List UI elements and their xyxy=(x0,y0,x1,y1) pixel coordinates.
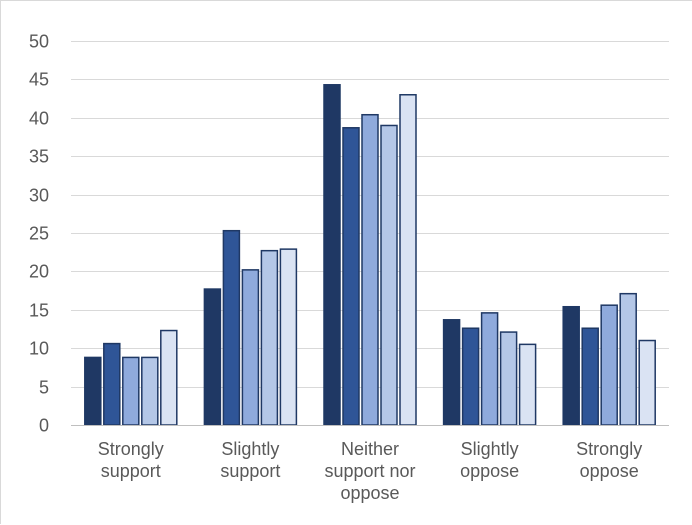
category-label: Slightly oppose xyxy=(460,439,519,481)
y-tick-label: 0 xyxy=(39,416,49,436)
bar-cat1-series1 xyxy=(84,356,102,426)
y-tick-label: 40 xyxy=(29,109,49,129)
category-label-line: Slightly xyxy=(461,439,519,459)
bar-cat2-series2 xyxy=(222,229,241,426)
bar-cat3-series2 xyxy=(342,127,360,426)
category-label-line: oppose xyxy=(340,483,399,503)
bar-cat5-series2 xyxy=(581,327,599,426)
bar-cat5-series5 xyxy=(638,339,656,426)
bar-cat4-series2 xyxy=(461,327,480,426)
category-label-line: Neither xyxy=(341,439,399,459)
category-label: Strongly support xyxy=(98,439,164,481)
bar-cat1-series3 xyxy=(122,356,140,426)
y-tick-label: 35 xyxy=(29,147,49,167)
category-label-line: oppose xyxy=(460,461,519,481)
y-tick-label: 25 xyxy=(29,224,49,244)
category-label-line: support nor xyxy=(324,461,415,481)
y-tick-label: 5 xyxy=(39,378,49,398)
bar-cat5-series3 xyxy=(600,304,618,426)
y-tick-label: 50 xyxy=(29,32,49,52)
y-axis-tick-labels: 0 5 10 15 20 25 30 35 40 45 50 xyxy=(29,32,49,436)
category-label-line: Strongly xyxy=(576,439,642,459)
category-label: Slightly support xyxy=(220,439,280,481)
bar-cat3-series3 xyxy=(361,113,379,426)
bar-cat1-series4 xyxy=(141,356,159,426)
bar-cat4-series4 xyxy=(499,331,518,426)
category-label-line: Strongly xyxy=(98,439,164,459)
bars xyxy=(84,84,656,426)
category-label-line: support xyxy=(101,461,161,481)
category-label: Strongly oppose xyxy=(576,439,642,481)
bar-cat3-series1 xyxy=(323,84,341,426)
category-label-line: support xyxy=(220,461,280,481)
y-tick-label: 30 xyxy=(29,186,49,206)
bar-cat2-series4 xyxy=(260,249,279,426)
bar-cat5-series4 xyxy=(619,292,637,426)
category-label-line: Slightly xyxy=(221,439,279,459)
y-tick-label: 10 xyxy=(29,339,49,359)
category-label: Neither support nor oppose xyxy=(324,439,415,503)
bar-cat4-series5 xyxy=(518,343,537,426)
bar-cat4-series3 xyxy=(480,312,499,426)
bar-cat2-series5 xyxy=(279,248,298,426)
bar-cat5-series1 xyxy=(562,305,580,426)
bar-cat1-series2 xyxy=(103,342,121,426)
y-tick-label: 20 xyxy=(29,262,49,282)
y-tick-label: 45 xyxy=(29,70,49,90)
category-label-line: oppose xyxy=(580,461,639,481)
bar-cat1-series5 xyxy=(160,329,178,426)
bar-cat2-series1 xyxy=(203,288,222,426)
y-tick-label: 15 xyxy=(29,301,49,321)
bar-cat3-series4 xyxy=(380,124,398,426)
bar-cat3-series5 xyxy=(399,94,417,426)
bar-cat2-series3 xyxy=(241,269,260,426)
bar-cat4-series1 xyxy=(442,319,461,426)
